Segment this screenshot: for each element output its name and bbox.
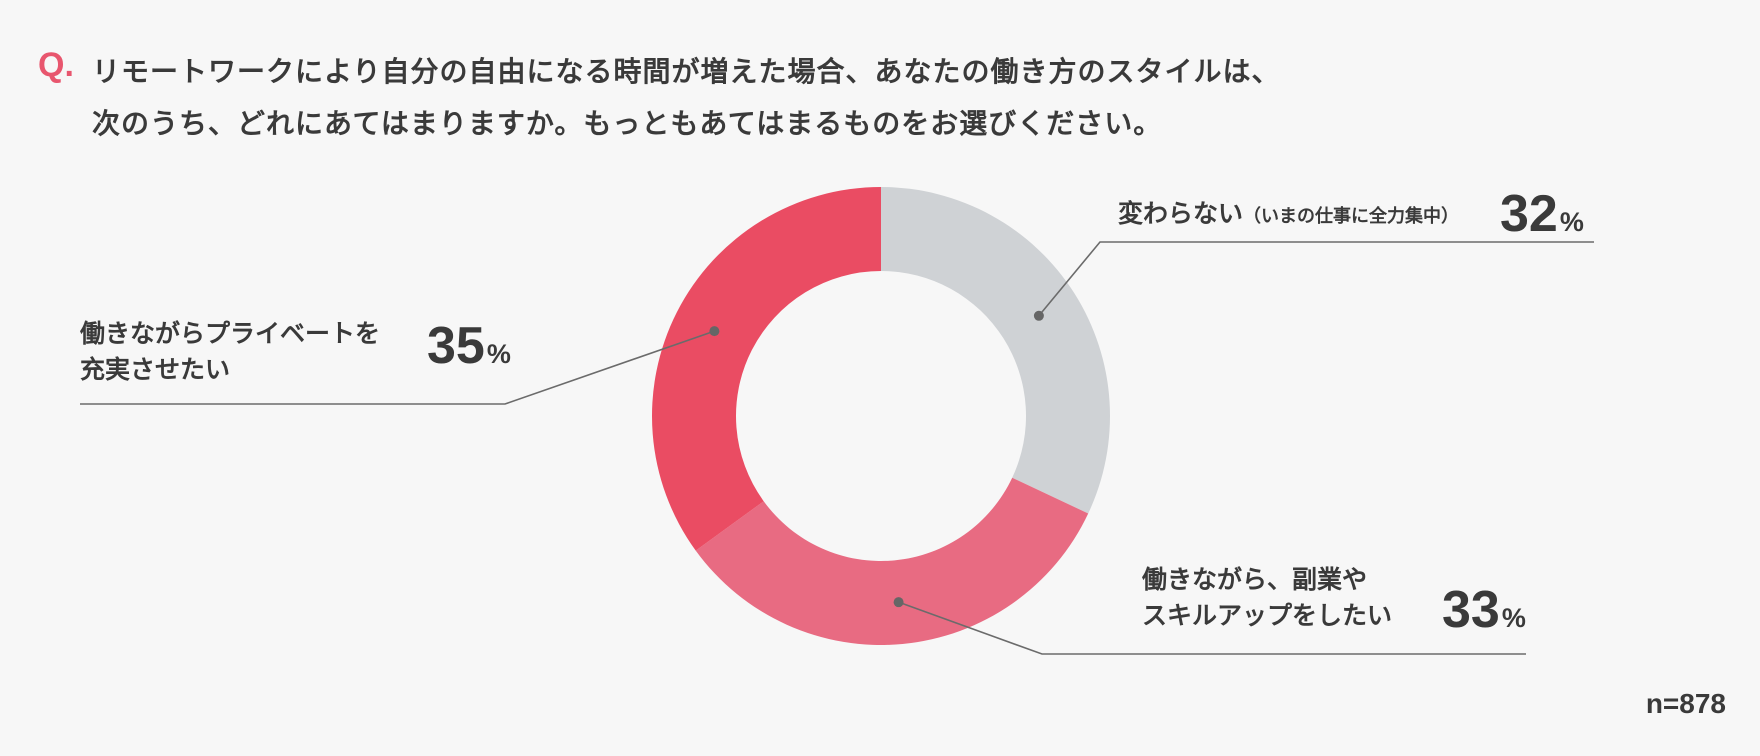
value-private-number: 35 — [427, 317, 485, 375]
question-line-2: 次のうち、どれにあてはまりますか。もっともあてはまるものをお選びください。 — [92, 107, 1163, 140]
leader-side-job-dot — [893, 597, 904, 608]
leader-side-job — [898, 601, 1526, 655]
value-private: 35% — [427, 320, 511, 380]
value-unchanged-unit: % — [1559, 207, 1584, 237]
leader-unchanged — [1038, 241, 1594, 317]
label-side-job-line2: スキルアップをしたい — [1142, 601, 1393, 630]
label-private-line1: 働きながらプライベートを — [80, 319, 381, 348]
label-unchanged-sub: （いまの仕事に全力集中） — [1243, 206, 1460, 227]
leader-lines — [80, 241, 1594, 655]
value-unchanged-number: 32 — [1500, 185, 1558, 243]
slice-private — [652, 187, 881, 551]
leader-private — [80, 330, 715, 405]
value-unchanged: 32% — [1500, 188, 1584, 248]
label-private-line2: 充実させたい — [80, 355, 231, 384]
value-private-unit: % — [486, 339, 511, 369]
donut-slices — [652, 187, 1111, 646]
question-line-1: リモートワークにより自分の自由になる時間が増えた場合、あなたの働き方のスタイルは… — [92, 55, 1281, 88]
leader-private-dot — [709, 326, 720, 337]
label-unchanged-main: 変わらない — [1118, 199, 1244, 228]
value-side-job-unit: % — [1501, 603, 1526, 633]
leader-unchanged-dot — [1033, 310, 1044, 321]
label-side-job-line1: 働きながら、副業や — [1142, 565, 1368, 594]
value-side-job: 33% — [1442, 584, 1526, 644]
slice-side-job — [695, 477, 1089, 646]
question-marker: Q. — [38, 46, 74, 84]
value-side-job-number: 33 — [1442, 581, 1500, 639]
sample-size: n=878 — [1645, 688, 1726, 719]
slice-unchanged — [881, 187, 1111, 514]
